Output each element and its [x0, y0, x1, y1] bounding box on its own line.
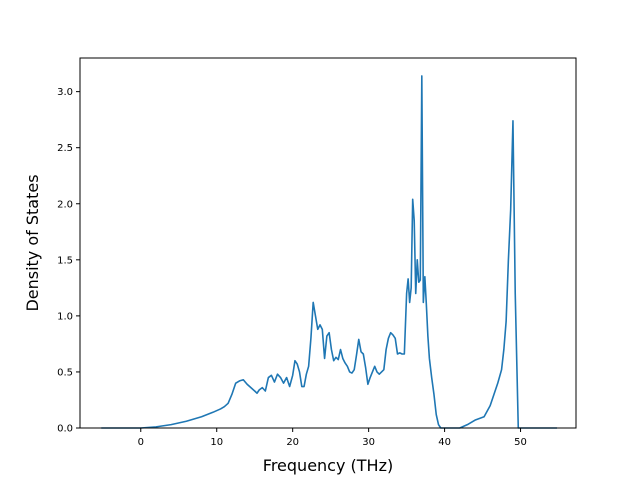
- y-tick-label: 2.5: [57, 143, 73, 154]
- x-tick-label: 40: [438, 437, 451, 448]
- y-ticks: 0.0 0.5 1.0 1.5 2.0 2.5 3.0: [57, 87, 80, 435]
- y-axis-label: Density of States: [23, 174, 42, 311]
- x-tick-label: 50: [514, 437, 527, 448]
- plot-area: [80, 58, 576, 428]
- y-tick-label: 0.0: [57, 424, 73, 435]
- x-tick-label: 10: [210, 437, 223, 448]
- x-tick-label: 30: [362, 437, 375, 448]
- y-tick-label: 3.0: [57, 87, 73, 98]
- y-tick-label: 2.0: [57, 199, 73, 210]
- y-tick-label: 1.0: [57, 311, 73, 322]
- y-tick-label: 1.5: [57, 255, 73, 266]
- x-tick-label: 20: [286, 437, 299, 448]
- x-tick-label: 0: [138, 437, 144, 448]
- x-ticks: 0 10 20 30 40 50: [138, 428, 527, 448]
- y-tick-label: 0.5: [57, 367, 73, 378]
- x-axis-label: Frequency (THz): [263, 456, 393, 475]
- plot-frame: [79, 57, 577, 429]
